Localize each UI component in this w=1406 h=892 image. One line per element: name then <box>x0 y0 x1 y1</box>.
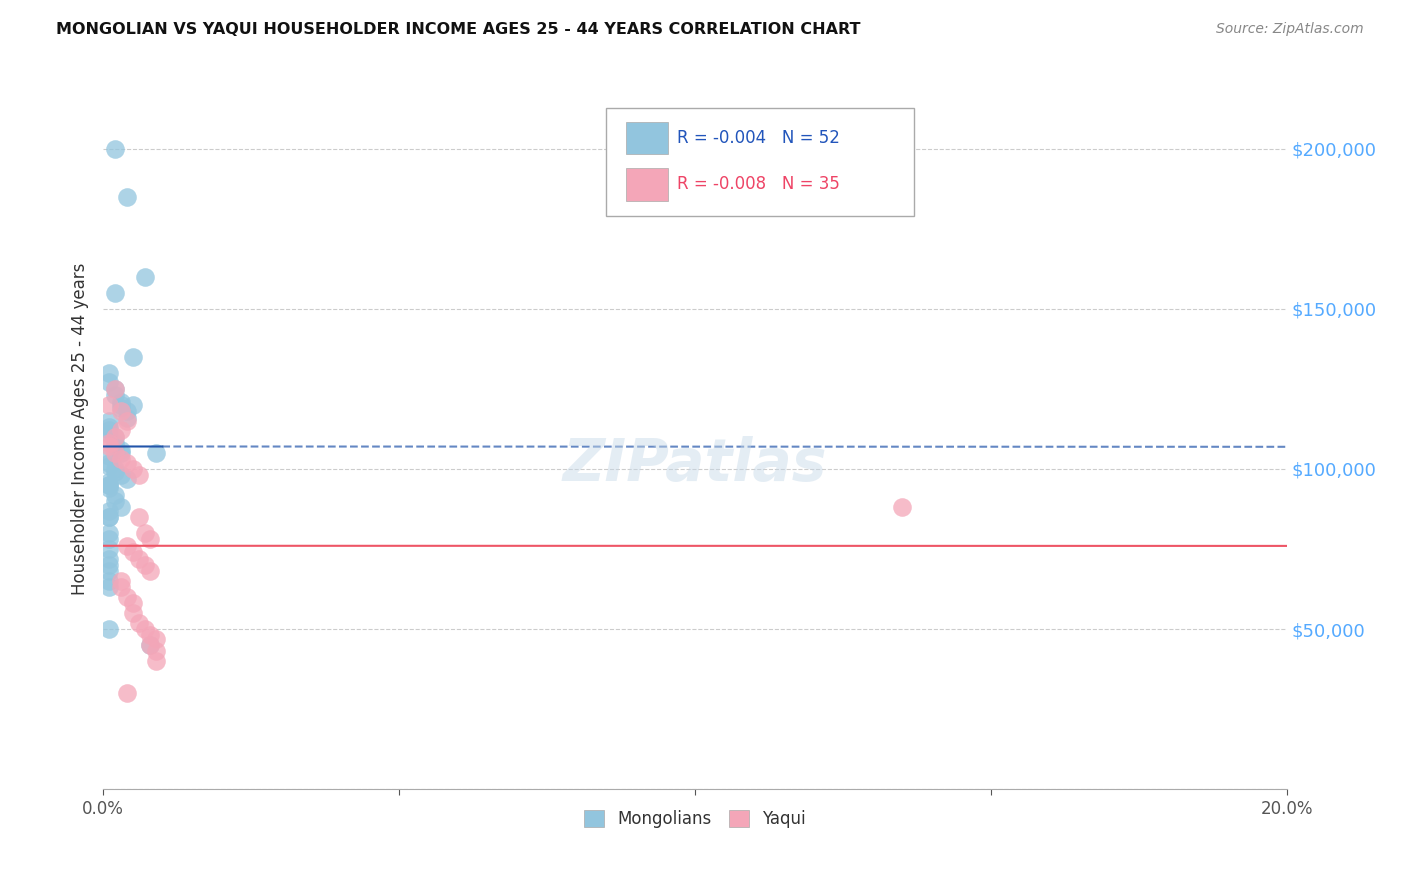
Point <box>98 510 121 524</box>
FancyBboxPatch shape <box>627 121 668 154</box>
Point <box>98 558 121 572</box>
Point <box>139 638 162 652</box>
Point <box>98 551 121 566</box>
Point <box>98 622 121 636</box>
Point <box>104 285 127 300</box>
Legend: Mongolians, Yaqui: Mongolians, Yaqui <box>578 804 813 835</box>
Point <box>139 533 162 547</box>
Point <box>121 398 143 412</box>
Point <box>98 426 121 441</box>
Point <box>98 533 121 547</box>
Point <box>98 565 121 579</box>
Point <box>110 398 132 412</box>
Point <box>98 510 121 524</box>
Point <box>104 388 127 402</box>
Point <box>98 581 121 595</box>
Y-axis label: Householder Income Ages 25 - 44 years: Householder Income Ages 25 - 44 years <box>72 262 89 595</box>
Point <box>104 446 127 460</box>
Text: ZIPatlas: ZIPatlas <box>562 436 827 493</box>
Point <box>98 366 121 380</box>
Point <box>110 424 132 438</box>
Point <box>115 471 138 485</box>
Point <box>104 440 127 454</box>
Point <box>139 628 162 642</box>
Point <box>115 414 138 428</box>
Point <box>104 462 127 476</box>
Text: Source: ZipAtlas.com: Source: ZipAtlas.com <box>1216 22 1364 37</box>
Point <box>104 487 127 501</box>
Point <box>98 376 121 390</box>
Point <box>110 394 132 409</box>
Point <box>115 539 138 553</box>
Point <box>128 615 150 630</box>
Point <box>115 686 138 700</box>
Point <box>98 541 121 556</box>
Point <box>110 468 132 483</box>
Point <box>121 597 143 611</box>
Point <box>104 430 127 444</box>
Point <box>98 398 121 412</box>
Point <box>121 350 143 364</box>
Point <box>98 503 121 517</box>
Point <box>110 452 132 467</box>
Point <box>134 558 156 572</box>
Point <box>110 500 132 515</box>
Point <box>115 404 138 418</box>
FancyBboxPatch shape <box>606 108 914 216</box>
Point <box>134 269 156 284</box>
Point <box>134 526 156 541</box>
Point <box>145 644 167 658</box>
Point <box>121 462 143 476</box>
Point <box>121 545 143 559</box>
Point <box>128 551 150 566</box>
Point <box>98 449 121 463</box>
Point <box>98 414 121 428</box>
Point <box>110 446 132 460</box>
FancyBboxPatch shape <box>627 168 668 201</box>
Point <box>121 606 143 620</box>
Point <box>110 442 132 457</box>
Point <box>110 581 132 595</box>
Point <box>110 404 132 418</box>
Point <box>104 465 127 479</box>
Point <box>104 382 127 396</box>
Point <box>115 410 138 425</box>
Point <box>98 436 121 450</box>
Point <box>128 510 150 524</box>
Point <box>110 401 132 415</box>
Point <box>98 478 121 492</box>
Point <box>98 475 121 489</box>
Point <box>104 142 127 156</box>
Point <box>98 456 121 470</box>
Point <box>98 481 121 495</box>
Point <box>128 468 150 483</box>
Point <box>110 574 132 588</box>
Point <box>104 382 127 396</box>
Point <box>115 456 138 470</box>
Point <box>98 440 121 454</box>
Point <box>145 446 167 460</box>
Point <box>104 494 127 508</box>
Text: R = -0.004   N = 52: R = -0.004 N = 52 <box>678 129 841 147</box>
Point <box>139 638 162 652</box>
Point <box>139 565 162 579</box>
Point <box>98 458 121 473</box>
Point <box>98 574 121 588</box>
Point <box>104 436 127 450</box>
Text: R = -0.008   N = 35: R = -0.008 N = 35 <box>678 176 841 194</box>
Point <box>98 424 121 438</box>
Point <box>115 590 138 604</box>
Point <box>145 654 167 668</box>
Point <box>104 430 127 444</box>
Point <box>891 500 914 515</box>
Point <box>98 526 121 541</box>
Point <box>98 478 121 492</box>
Point <box>115 189 138 203</box>
Point <box>134 622 156 636</box>
Point <box>98 420 121 434</box>
Point <box>145 632 167 646</box>
Text: MONGOLIAN VS YAQUI HOUSEHOLDER INCOME AGES 25 - 44 YEARS CORRELATION CHART: MONGOLIAN VS YAQUI HOUSEHOLDER INCOME AG… <box>56 22 860 37</box>
